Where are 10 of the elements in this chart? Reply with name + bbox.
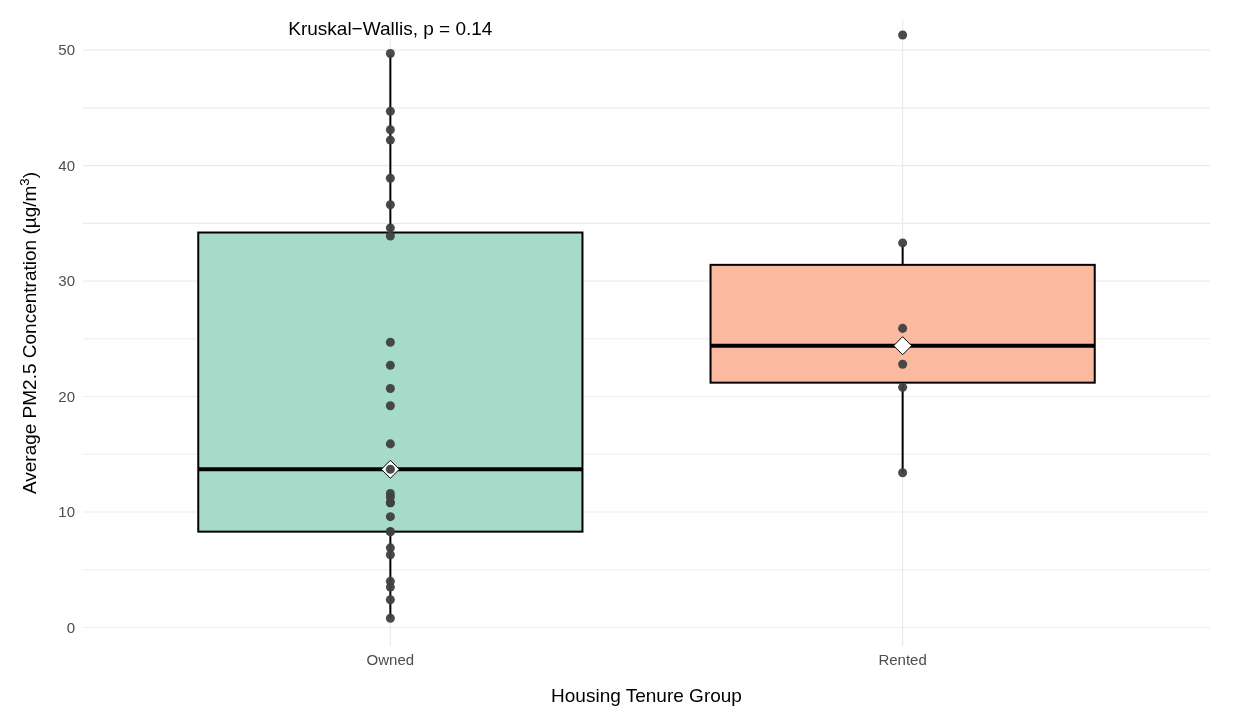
y-tick-label: 40 [58, 156, 75, 174]
y-tick-label: 20 [58, 387, 75, 405]
y-tick-label: 50 [58, 41, 75, 59]
x-tick-label: Rented [878, 650, 927, 668]
x-tick-label: Owned [366, 650, 415, 668]
y-tick-label: 30 [58, 272, 75, 290]
y-tick-label: 0 [66, 618, 75, 636]
y-tick-label: 10 [58, 503, 75, 521]
x-axis-title: Housing Tenure Group [551, 685, 742, 706]
annotation: Kruskal−Wallis, p = 0.14 [287, 18, 494, 40]
